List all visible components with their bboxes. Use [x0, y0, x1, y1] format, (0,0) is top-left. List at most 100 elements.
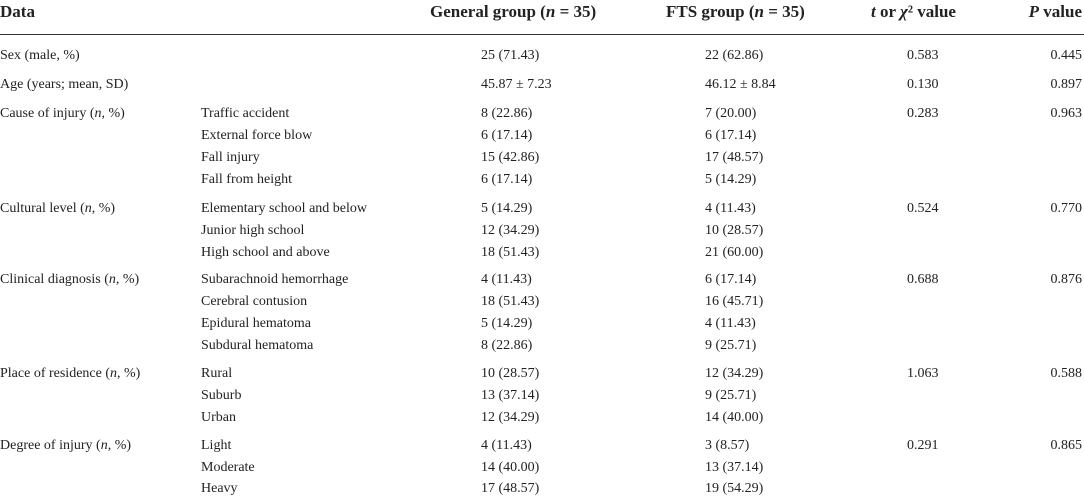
fts-group-value: 5 (14.29)	[705, 172, 757, 187]
table-row: Junior high school 12 (34.29) 10 (28.57)	[0, 221, 1084, 243]
general-group-value: 8 (22.86)	[481, 338, 533, 353]
row-label: Clinical diagnosis (n, %)	[0, 272, 140, 287]
t-or-chi-value: 0.283	[907, 106, 939, 121]
p-value: 0.876	[1050, 272, 1083, 287]
row-label: Place of residence (n, %)	[0, 366, 141, 381]
general-group-value: 5 (14.29)	[481, 201, 533, 216]
header-t-chi: t or χ² value	[871, 2, 956, 21]
t-or-chi-value: 0.688	[907, 272, 939, 287]
row-label: Age (years; mean, SD)	[0, 77, 129, 92]
row-sublabel: Urban	[201, 410, 236, 425]
fts-group-value: 21 (60.00)	[705, 245, 764, 260]
table-row: Age (years; mean, SD) 45.87 ± 7.23 46.12 ±…	[0, 75, 1084, 97]
header-data: Data	[0, 2, 35, 21]
general-group-value: 4 (11.43)	[481, 272, 532, 287]
p-value: 0.897	[1050, 77, 1083, 92]
general-group-value: 6 (17.14)	[481, 172, 533, 187]
row-sublabel: High school and above	[201, 245, 330, 260]
table-row: Sex (male, %) 25 (71.43) 22 (62.86) 0.583 0.…	[0, 46, 1084, 68]
row-label: Sex (male, %)	[0, 48, 80, 63]
general-group-value: 12 (34.29)	[481, 410, 540, 425]
general-group-value: 18 (51.43)	[481, 294, 540, 309]
fts-group-value: 7 (20.00)	[705, 106, 757, 121]
t-or-chi-value: 0.291	[907, 438, 939, 453]
table-header: Data General group (n = 35) FTS group (n…	[0, 0, 1084, 26]
table-row: Heavy 17 (48.57) 19 (54.29)	[0, 479, 1084, 501]
row-sublabel: Moderate	[201, 460, 255, 475]
fts-group-value: 16 (45.71)	[705, 294, 764, 309]
row-sublabel: Heavy	[201, 481, 238, 496]
table-row: Epidural hematoma 5 (14.29) 4 (11.43)	[0, 314, 1084, 336]
fts-group-value: 6 (17.14)	[705, 128, 757, 143]
fts-group-value: 6 (17.14)	[705, 272, 757, 287]
row-sublabel: Rural	[201, 366, 233, 381]
p-value: 0.588	[1050, 366, 1083, 381]
table-row: Fall injury 15 (42.86) 17 (48.57)	[0, 148, 1084, 170]
header-rule	[0, 34, 1084, 35]
header-general-group: General group (n = 35)	[430, 2, 597, 21]
fts-group-value: 12 (34.29)	[705, 366, 764, 381]
t-or-chi-value: 1.063	[907, 366, 939, 381]
row-sublabel: Subarachnoid hemorrhage	[201, 272, 349, 287]
general-group-value: 10 (28.57)	[481, 366, 540, 381]
row-sublabel: Epidural hematoma	[201, 316, 312, 331]
general-group-value: 4 (11.43)	[481, 438, 532, 453]
row-label: Cultural level (n, %)	[0, 201, 116, 216]
fts-group-value: 17 (48.57)	[705, 150, 764, 165]
fts-group-value: 14 (40.00)	[705, 410, 764, 425]
fts-group-value: 9 (25.71)	[705, 388, 757, 403]
fts-group-value: 3 (8.57)	[705, 438, 750, 453]
row-sublabel: External force blow	[201, 128, 313, 143]
table-row: Moderate 14 (40.00) 13 (37.14)	[0, 458, 1084, 480]
row-sublabel: Traffic accident	[201, 106, 290, 121]
row-sublabel: Elementary school and below	[201, 201, 368, 216]
row-sublabel: Suburb	[201, 388, 242, 403]
row-sublabel: Cerebral contusion	[201, 294, 308, 309]
table-row: Clinical diagnosis (n, %) Subarachnoid he…	[0, 270, 1084, 292]
general-group-value: 6 (17.14)	[481, 128, 533, 143]
table-row: Subdural hematoma 8 (22.86) 9 (25.71)	[0, 336, 1084, 358]
fts-group-value: 13 (37.14)	[705, 460, 764, 475]
general-group-value: 14 (40.00)	[481, 460, 540, 475]
table-row: Fall from height 6 (17.14) 5 (14.29)	[0, 170, 1084, 192]
general-group-value: 5 (14.29)	[481, 316, 533, 331]
fts-group-value: 22 (62.86)	[705, 48, 764, 63]
row-sublabel: Fall from height	[201, 172, 292, 187]
general-group-value: 45.87 ± 7.23	[481, 77, 552, 92]
t-or-chi-value: 0.524	[907, 201, 939, 216]
header-fts-group: FTS group (n = 35)	[666, 2, 805, 21]
fts-group-value: 19 (54.29)	[705, 481, 764, 496]
header-p-value: P value	[1028, 2, 1082, 21]
row-sublabel: Fall injury	[201, 150, 260, 165]
fts-group-value: 10 (28.57)	[705, 223, 764, 238]
table-row: Cerebral contusion 18 (51.43) 16 (45.71)	[0, 292, 1084, 314]
table-row: Place of residence (n, %) Rural 10 (28.57)…	[0, 364, 1084, 386]
general-group-value: 15 (42.86)	[481, 150, 540, 165]
table-row: Suburb 13 (37.14) 9 (25.71)	[0, 386, 1084, 408]
row-sublabel: Light	[201, 438, 232, 453]
row-sublabel: Junior high school	[201, 223, 305, 238]
fts-group-value: 9 (25.71)	[705, 338, 757, 353]
table-row: Urban 12 (34.29) 14 (40.00)	[0, 408, 1084, 430]
p-value: 0.865	[1050, 438, 1083, 453]
fts-group-value: 4 (11.43)	[705, 201, 756, 216]
general-group-value: 12 (34.29)	[481, 223, 540, 238]
general-group-value: 25 (71.43)	[481, 48, 540, 63]
general-group-value: 13 (37.14)	[481, 388, 540, 403]
fts-group-value: 4 (11.43)	[705, 316, 756, 331]
table-row: External force blow 6 (17.14) 6 (17.14)	[0, 126, 1084, 148]
general-group-value: 8 (22.86)	[481, 106, 533, 121]
p-value: 0.770	[1050, 201, 1083, 216]
fts-group-value: 46.12 ± 8.84	[705, 77, 776, 92]
table-row: Cultural level (n, %) Elementary school a…	[0, 199, 1084, 221]
row-label: Degree of injury (n, %)	[0, 438, 132, 453]
general-group-value: 17 (48.57)	[481, 481, 540, 496]
p-value: 0.963	[1050, 106, 1083, 121]
table-row: Cause of injury (n, %) Traffic accident 8 …	[0, 104, 1084, 126]
p-value: 0.445	[1050, 48, 1083, 63]
row-label: Cause of injury (n, %)	[0, 106, 125, 121]
general-group-value: 18 (51.43)	[481, 245, 540, 260]
t-or-chi-value: 0.130	[907, 77, 939, 92]
table-row: High school and above 18 (51.43) 21 (60.00…	[0, 243, 1084, 265]
